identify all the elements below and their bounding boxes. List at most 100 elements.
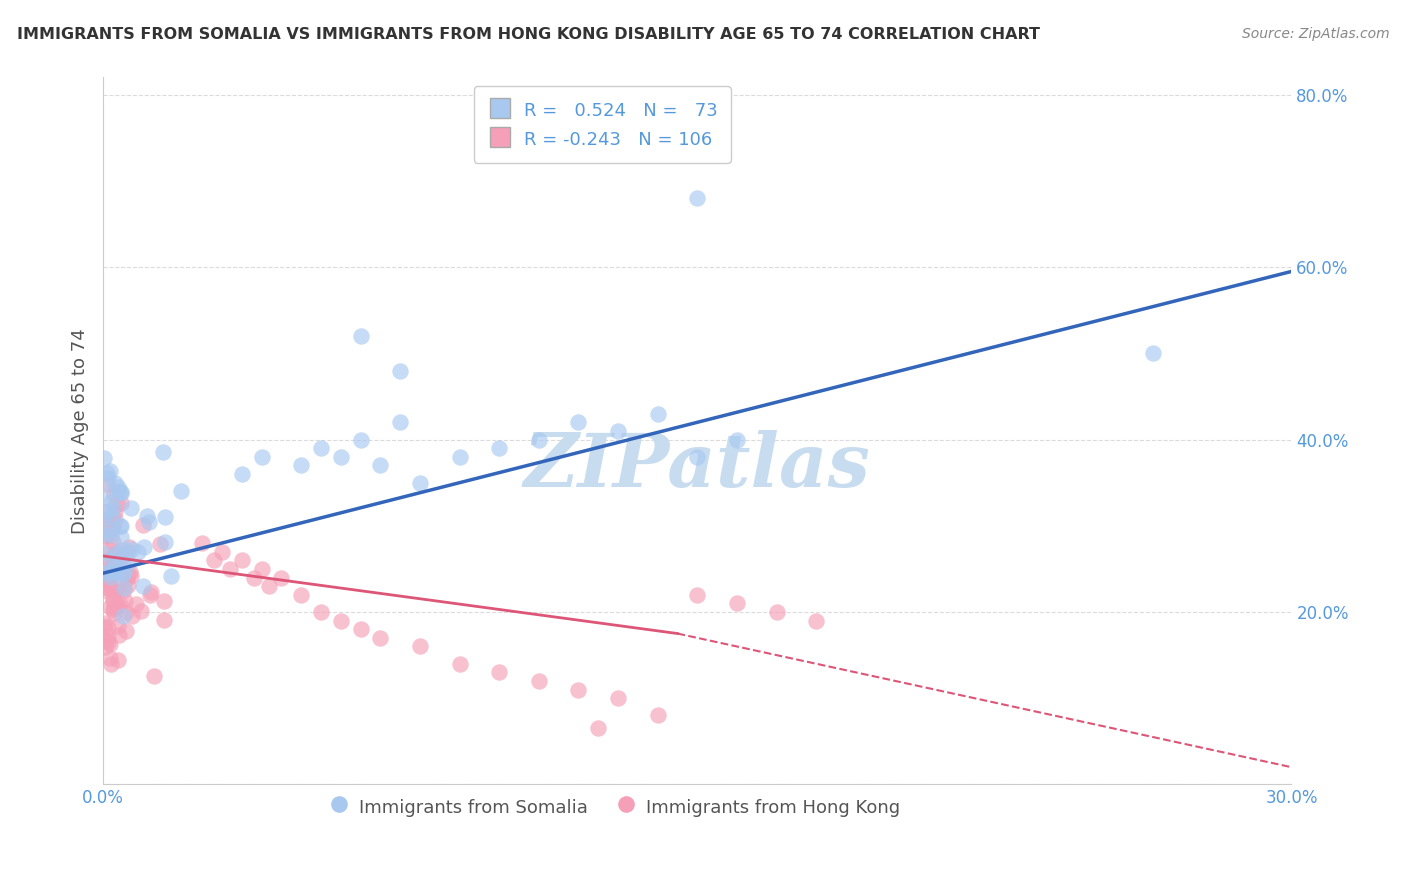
Point — [149, 537, 172, 551]
Point — [114, 594, 136, 608]
Point — [112, 565, 135, 579]
Point — [409, 640, 432, 654]
Point — [104, 557, 127, 571]
Point — [139, 588, 162, 602]
Point — [100, 657, 122, 671]
Point — [527, 433, 550, 447]
Point — [449, 450, 471, 464]
Point — [129, 604, 152, 618]
Point — [110, 542, 132, 557]
Point — [96, 477, 118, 491]
Point — [110, 530, 132, 544]
Point — [101, 500, 124, 515]
Point — [97, 582, 120, 596]
Point — [103, 585, 125, 599]
Point — [725, 596, 748, 610]
Point — [94, 558, 117, 572]
Point — [107, 480, 129, 494]
Point — [107, 619, 129, 633]
Point — [94, 575, 117, 590]
Point — [132, 518, 155, 533]
Point — [94, 566, 117, 581]
Point — [103, 487, 125, 501]
Point — [112, 583, 135, 598]
Point — [103, 606, 125, 620]
Point — [389, 363, 412, 377]
Point — [488, 665, 510, 680]
Point — [132, 540, 155, 554]
Point — [114, 581, 136, 595]
Point — [118, 541, 141, 555]
Point — [725, 433, 748, 447]
Point — [153, 594, 176, 608]
Point — [111, 549, 134, 564]
Point — [104, 558, 127, 572]
Point — [98, 600, 121, 615]
Point — [93, 619, 115, 633]
Point — [290, 588, 312, 602]
Point — [96, 583, 118, 598]
Point — [804, 614, 827, 628]
Point — [110, 495, 132, 509]
Point — [108, 628, 131, 642]
Point — [100, 495, 122, 509]
Point — [101, 593, 124, 607]
Point — [607, 424, 630, 438]
Point — [94, 566, 117, 581]
Point — [98, 650, 121, 665]
Point — [101, 552, 124, 566]
Point — [231, 553, 253, 567]
Point — [108, 547, 131, 561]
Point — [93, 450, 115, 465]
Point — [309, 605, 332, 619]
Point — [94, 632, 117, 647]
Point — [125, 597, 148, 611]
Point — [101, 519, 124, 533]
Point — [104, 512, 127, 526]
Point — [142, 669, 165, 683]
Point — [647, 708, 669, 723]
Point — [97, 575, 120, 590]
Point — [117, 578, 139, 592]
Point — [567, 415, 589, 429]
Point — [93, 519, 115, 533]
Point — [121, 609, 143, 624]
Point — [117, 544, 139, 558]
Text: ZIPatlas: ZIPatlas — [524, 430, 870, 502]
Point — [121, 541, 143, 556]
Point — [349, 329, 371, 343]
Point — [686, 191, 709, 205]
Point — [250, 562, 273, 576]
Point — [389, 415, 412, 429]
Point — [329, 450, 352, 464]
Point — [105, 598, 128, 612]
Point — [91, 511, 114, 525]
Point — [94, 570, 117, 584]
Point — [120, 568, 142, 582]
Point — [153, 509, 176, 524]
Point — [94, 486, 117, 500]
Point — [93, 571, 115, 585]
Point — [100, 510, 122, 524]
Point — [97, 635, 120, 649]
Point — [110, 485, 132, 500]
Point — [112, 558, 135, 572]
Point — [110, 518, 132, 533]
Point — [231, 467, 253, 481]
Point — [93, 527, 115, 541]
Point — [647, 407, 669, 421]
Point — [110, 519, 132, 533]
Point — [160, 569, 183, 583]
Y-axis label: Disability Age 65 to 74: Disability Age 65 to 74 — [72, 328, 89, 533]
Point — [104, 475, 127, 490]
Point — [93, 640, 115, 654]
Point — [97, 569, 120, 583]
Point — [107, 599, 129, 613]
Point — [219, 562, 242, 576]
Point — [108, 483, 131, 498]
Point — [349, 622, 371, 636]
Point — [270, 570, 292, 584]
Point — [96, 517, 118, 532]
Text: Source: ZipAtlas.com: Source: ZipAtlas.com — [1241, 27, 1389, 41]
Point — [100, 527, 122, 541]
